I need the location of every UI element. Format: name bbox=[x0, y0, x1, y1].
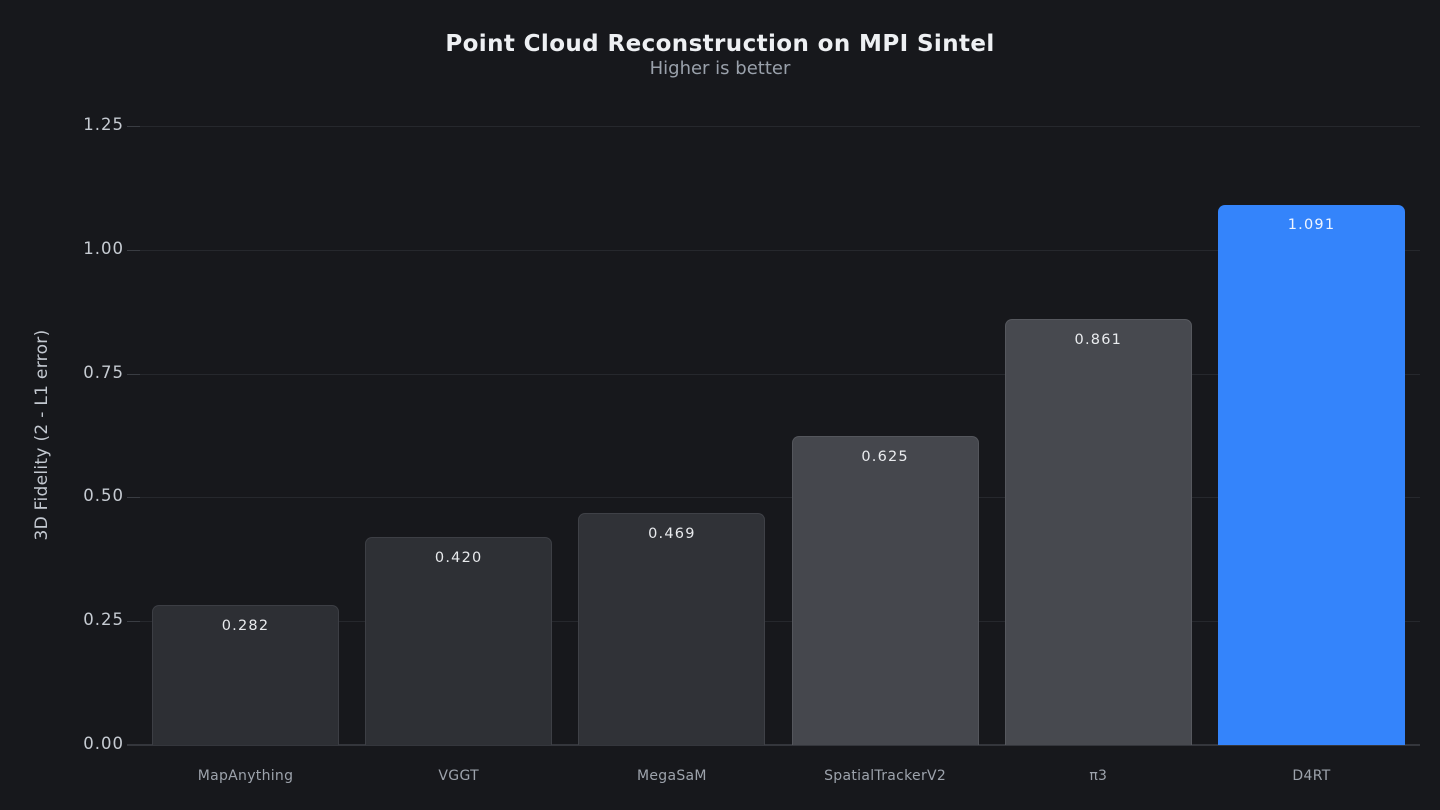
gridline bbox=[140, 249, 1420, 251]
x-axis-label: D4RT bbox=[1292, 768, 1331, 784]
y-tick-mark bbox=[127, 621, 140, 623]
y-tick-label: 0.25 bbox=[83, 610, 124, 630]
bar-spatialtrackerv2: 0.625 bbox=[791, 435, 979, 745]
bar-value-label: 0.469 bbox=[648, 525, 696, 542]
bar-value-label: 0.282 bbox=[221, 618, 270, 635]
gridline bbox=[140, 621, 1420, 623]
y-tick-label: 1.25 bbox=[83, 115, 124, 134]
gridline bbox=[140, 497, 1420, 499]
x-axis-label: π3 bbox=[1089, 768, 1108, 784]
y-tick-mark bbox=[127, 373, 140, 375]
y-tick-mark bbox=[127, 249, 140, 251]
y-tick-label: 1.00 bbox=[83, 238, 124, 258]
bar-value-label: 0.861 bbox=[1074, 331, 1123, 348]
bar-value-label: 0.625 bbox=[861, 448, 909, 465]
y-tick-label: 0.50 bbox=[83, 486, 124, 506]
bar-megasam: 0.469 bbox=[578, 512, 766, 745]
y-tick-mark bbox=[127, 126, 140, 127]
x-axis-label: MegaSaM bbox=[636, 768, 707, 784]
chart-title: Point Cloud Reconstruction on MPI Sintel bbox=[445, 31, 995, 57]
x-axis-baseline bbox=[127, 744, 1420, 746]
bar-value-label: 0.420 bbox=[434, 550, 483, 567]
x-axis-label: MapAnything bbox=[197, 768, 294, 784]
y-axis-title: 3D Fidelity (2 - L1 error) bbox=[32, 329, 52, 541]
chart-subtitle: Higher is better bbox=[649, 58, 791, 79]
y-tick-label: 0.75 bbox=[83, 362, 124, 382]
gridline bbox=[140, 126, 1420, 127]
bar--3: 0.861 bbox=[1004, 318, 1192, 745]
bar-vggt: 0.420 bbox=[365, 537, 553, 745]
bar-mapanything: 0.282 bbox=[152, 605, 339, 745]
bar-d4rt: 1.091 bbox=[1218, 204, 1405, 745]
y-tick-mark bbox=[127, 497, 140, 499]
x-axis-label: SpatialTrackerV2 bbox=[824, 768, 947, 784]
y-tick-label: 0.00 bbox=[83, 734, 124, 753]
bar-value-label: 1.091 bbox=[1287, 216, 1336, 233]
x-axis-label: VGGT bbox=[438, 768, 479, 784]
gridline bbox=[140, 373, 1420, 375]
